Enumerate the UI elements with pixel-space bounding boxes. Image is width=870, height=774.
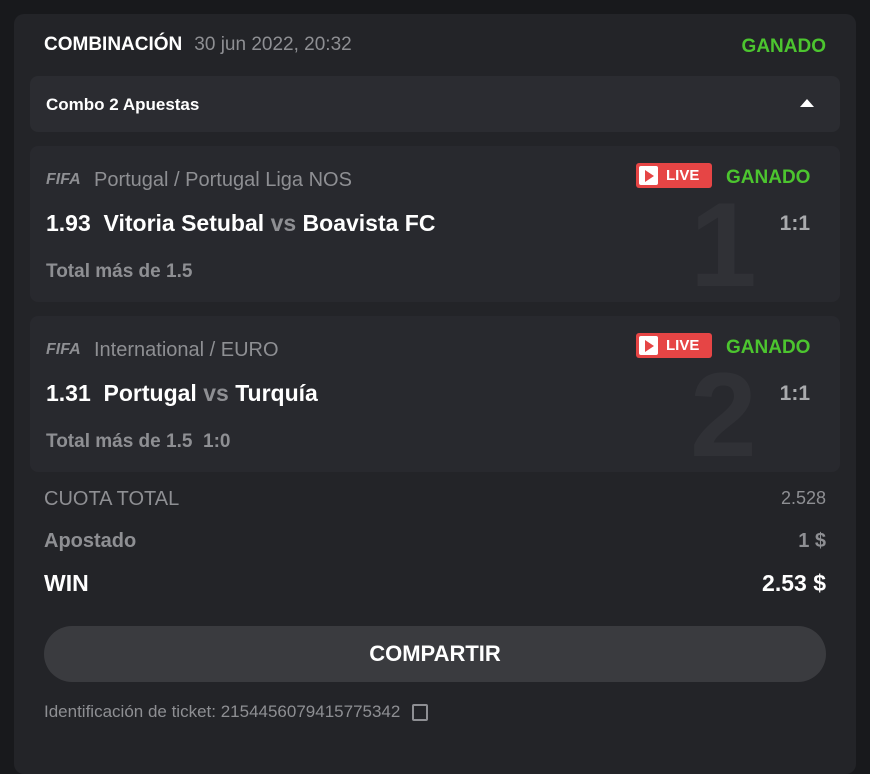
leg-status: GANADO	[726, 337, 811, 358]
market: Total más de 1.5 1:0	[46, 431, 230, 453]
league: Portugal / Portugal Liga NOS	[94, 169, 352, 191]
play-icon	[639, 336, 658, 355]
odds: 1.93	[46, 210, 91, 236]
bet-leg-2: 2 FIFA International / EURO LIVE GANADO …	[30, 316, 840, 472]
ticket-id: Identificación de ticket: 21544560794157…	[44, 702, 429, 722]
market-label: Total más de 1.5	[46, 431, 193, 452]
fifa-icon: FIFA	[46, 171, 81, 188]
staked-label: Apostado	[44, 530, 137, 552]
score: 1:1	[779, 382, 810, 405]
staked: 1 $	[798, 530, 826, 552]
leg-number: 2	[690, 348, 757, 472]
total-odds-row: CUOTA TOTAL 2.528	[44, 488, 826, 511]
match: 1.31 Portugal vs Turquía	[46, 380, 318, 407]
win-row: WIN 2.53 $	[44, 570, 826, 597]
market-label: Total más de 1.5	[46, 261, 193, 282]
live-badge: LIVE	[636, 333, 712, 358]
fifa-icon: FIFA	[46, 341, 81, 358]
live-badge: LIVE	[636, 163, 712, 188]
combo-toggle[interactable]: Combo 2 Apuestas	[30, 76, 840, 132]
market-score: 1:0	[203, 431, 231, 452]
bet-card: COMBINACIÓN 30 jun 2022, 20:32 GANADO Com…	[14, 14, 856, 774]
home-team: Vitoria Setubal	[103, 210, 265, 236]
bet-type: COMBINACIÓN	[44, 34, 183, 55]
score: 1:1	[779, 212, 810, 235]
leg-number: 1	[690, 178, 757, 302]
total-odds: 2.528	[780, 488, 826, 508]
staked-row: Apostado 1 $	[44, 530, 826, 553]
live-label: LIVE	[666, 167, 700, 184]
away-team: Boavista FC	[302, 210, 436, 236]
total-odds-label: CUOTA TOTAL	[44, 488, 180, 510]
bet-status: GANADO	[741, 36, 826, 57]
vs: vs	[270, 210, 297, 236]
copy-icon[interactable]	[412, 704, 429, 722]
bet-date: 30 jun 2022, 20:32	[194, 34, 352, 55]
live-label: LIVE	[666, 337, 700, 354]
league: International / EURO	[94, 339, 279, 361]
win-amount: 2.53 $	[762, 570, 826, 596]
odds: 1.31	[46, 380, 91, 406]
bet-header: COMBINACIÓN 30 jun 2022, 20:32	[44, 34, 352, 56]
combo-label: Combo 2 Apuestas	[46, 95, 200, 114]
share-button[interactable]: COMPARTIR	[44, 626, 826, 682]
win-label: WIN	[44, 570, 89, 596]
market: Total más de 1.5	[46, 261, 192, 283]
play-icon	[639, 166, 658, 185]
bet-leg-1: 1 FIFA Portugal / Portugal Liga NOS LIVE…	[30, 146, 840, 302]
ticket-label: Identificación de ticket: 21544560794157…	[44, 702, 401, 721]
match: 1.93 Vitoria Setubal vs Boavista FC	[46, 210, 435, 237]
collapse-arrow-icon[interactable]	[800, 99, 814, 107]
vs: vs	[203, 380, 229, 406]
away-team: Turquía	[235, 380, 318, 406]
leg-status: GANADO	[726, 167, 811, 188]
home-team: Portugal	[103, 380, 197, 406]
